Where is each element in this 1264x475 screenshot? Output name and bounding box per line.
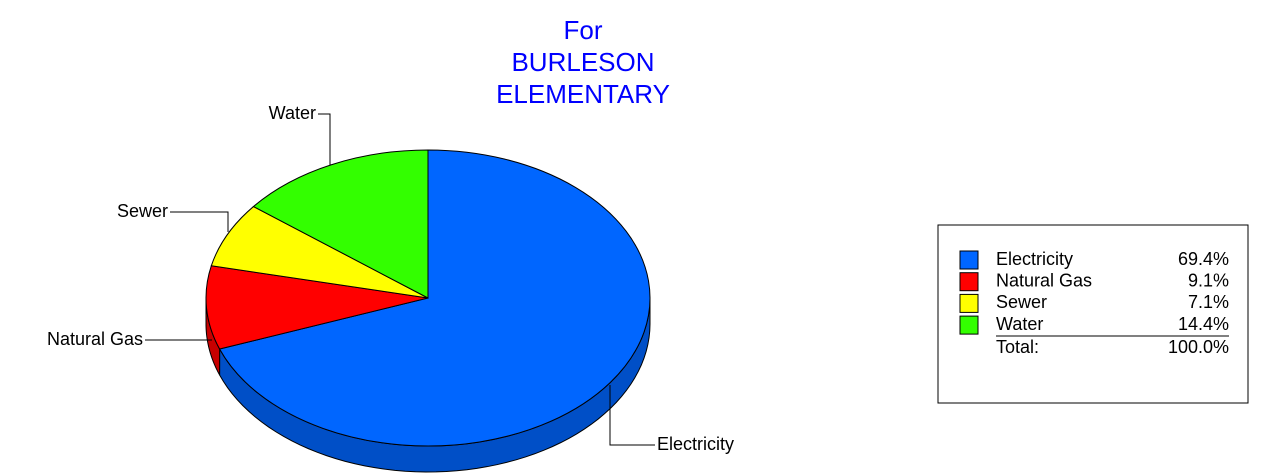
slice-side-shade [219,298,651,472]
legend-swatch [959,315,979,335]
legend-swatch [959,250,979,270]
chart-title: For [564,15,603,45]
legend-label: Water [996,314,1043,334]
slice [252,149,429,299]
legend-value: 14.4% [1178,314,1229,334]
legend-value: 9.1% [1188,270,1229,290]
chart-title: BURLESON [511,47,654,77]
legend-label: Electricity [996,249,1073,269]
legend-total-label: Total: [996,337,1039,357]
legend-label: Sewer [996,292,1047,312]
legend-label: Natural Gas [996,270,1092,290]
slice-side-shade [206,298,220,376]
leader-line [318,113,331,165]
legend-swatch [959,272,979,292]
slice [205,265,429,350]
legend-swatch [959,293,979,313]
legend-value: 7.1% [1188,292,1229,312]
slice-label: Sewer [117,201,168,221]
slice-label: Electricity [657,434,734,454]
leader-line [170,211,229,232]
chart-title: ELEMENTARY [496,79,670,109]
slice [218,149,651,447]
legend-value: 69.4% [1178,249,1229,269]
legend-box [937,224,1249,404]
slice-label: Water [269,103,316,123]
slice-label: Natural Gas [47,329,143,349]
leader-line [609,385,655,446]
legend-total-value: 100.0% [1168,337,1229,357]
